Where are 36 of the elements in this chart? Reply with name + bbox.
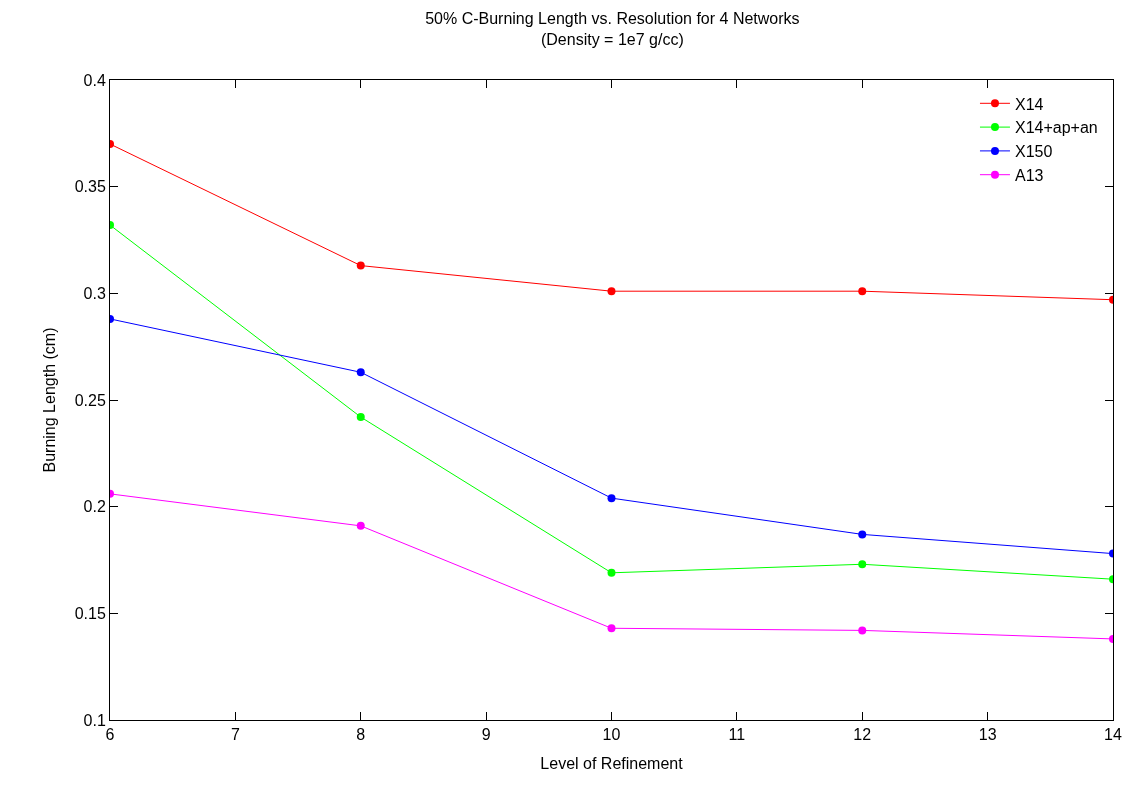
point [607, 494, 616, 503]
point [858, 530, 867, 539]
y-tick-label: 0.4 [83, 71, 106, 89]
x-axis-title: Level of Refinement [540, 754, 684, 772]
y-tick-label: 0.2 [83, 498, 106, 516]
y-tick-label: 0.1 [83, 711, 106, 729]
chart-subtitle: (Density = 1e7 g/cc) [540, 30, 684, 48]
point [607, 568, 616, 577]
legend-label: X14 [1014, 95, 1044, 113]
x-tick-label: 12 [853, 726, 872, 744]
x-tick-label: 7 [230, 726, 240, 744]
y-axis-title: Burning Length (cm) [40, 327, 58, 473]
x-tick-label: 8 [356, 726, 366, 744]
y-tick-label: 0.15 [74, 604, 106, 622]
legend-label: X150 [1014, 143, 1053, 161]
point [607, 624, 616, 633]
legend-label: A13 [1014, 166, 1044, 184]
x-tick-label: 13 [978, 726, 997, 744]
x-tick-label: 9 [481, 726, 491, 744]
x-tick-label: 6 [105, 726, 115, 744]
point [858, 626, 867, 635]
x-tick-label: 11 [728, 726, 746, 744]
y-tick-label: 0.35 [74, 178, 106, 196]
point [356, 261, 365, 270]
x-tick-label: 14 [1104, 726, 1122, 744]
legend-label: X14+ap+an [1014, 119, 1098, 137]
point [858, 287, 867, 296]
y-tick-label: 0.3 [83, 284, 106, 302]
chart-title: 50% C-Burning Length vs. Resolution for 4 Networks [425, 9, 800, 27]
point [607, 287, 616, 296]
point [858, 560, 867, 569]
y-tick-label: 0.25 [74, 391, 106, 409]
point [356, 521, 365, 530]
point [356, 413, 365, 422]
x-tick-label: 10 [602, 726, 621, 744]
point [356, 368, 365, 377]
